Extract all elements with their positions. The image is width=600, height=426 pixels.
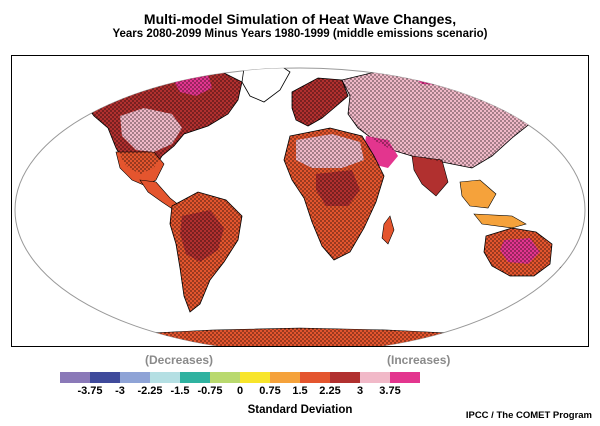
world-map (11, 55, 589, 347)
colorbar-swatch-1 (90, 372, 120, 383)
colorbar-tick-label: -2.25 (137, 385, 163, 397)
colorbar-tick-label: 1.5 (292, 385, 308, 397)
colorbar-swatch-10 (360, 372, 390, 383)
colorbar-tick-label: -3.75 (77, 385, 103, 397)
colorbar-swatch-2 (120, 372, 150, 383)
colorbar-swatch-8 (300, 372, 330, 383)
colorbar-swatch-4 (180, 372, 210, 383)
legend-increases-label: (Increases) (387, 353, 451, 367)
chart-subtitle: Years 2080-2099 Minus Years 1980-1999 (m… (112, 28, 488, 40)
chart-title: Multi-model Simulation of Heat Wave Chan… (143, 11, 457, 27)
colorbar-tick-label: -0.75 (197, 385, 223, 397)
colorbar (60, 372, 420, 383)
colorbar-tick-label: -3 (115, 385, 125, 397)
colorbar-swatch-11 (390, 372, 420, 383)
southeast-asia (459, 179, 497, 209)
colorbar-swatch-0 (60, 372, 90, 383)
legend-decreases-label: (Decreases) (145, 353, 214, 367)
colorbar-tick-label: 3 (356, 385, 364, 397)
credit-text: IPCC / The COMET Program (465, 410, 592, 421)
colorbar-title: Standard Deviation (247, 404, 353, 416)
colorbar-tick-label: 0.75 (259, 385, 281, 397)
colorbar-tick-label: 2.25 (319, 385, 341, 397)
colorbar-swatch-7 (270, 372, 300, 383)
greenland (241, 68, 291, 103)
colorbar-swatch-9 (330, 372, 360, 383)
colorbar-tick-label: 3.75 (379, 385, 401, 397)
indonesia (473, 213, 527, 229)
colorbar-swatch-3 (150, 372, 180, 383)
colorbar-swatch-6 (240, 372, 270, 383)
colorbar-tick-label: 0 (236, 385, 244, 397)
colorbar-swatch-5 (210, 372, 240, 383)
significance-stipple (68, 68, 568, 346)
colorbar-tick-label: -1.5 (170, 385, 190, 397)
madagascar (381, 215, 395, 245)
